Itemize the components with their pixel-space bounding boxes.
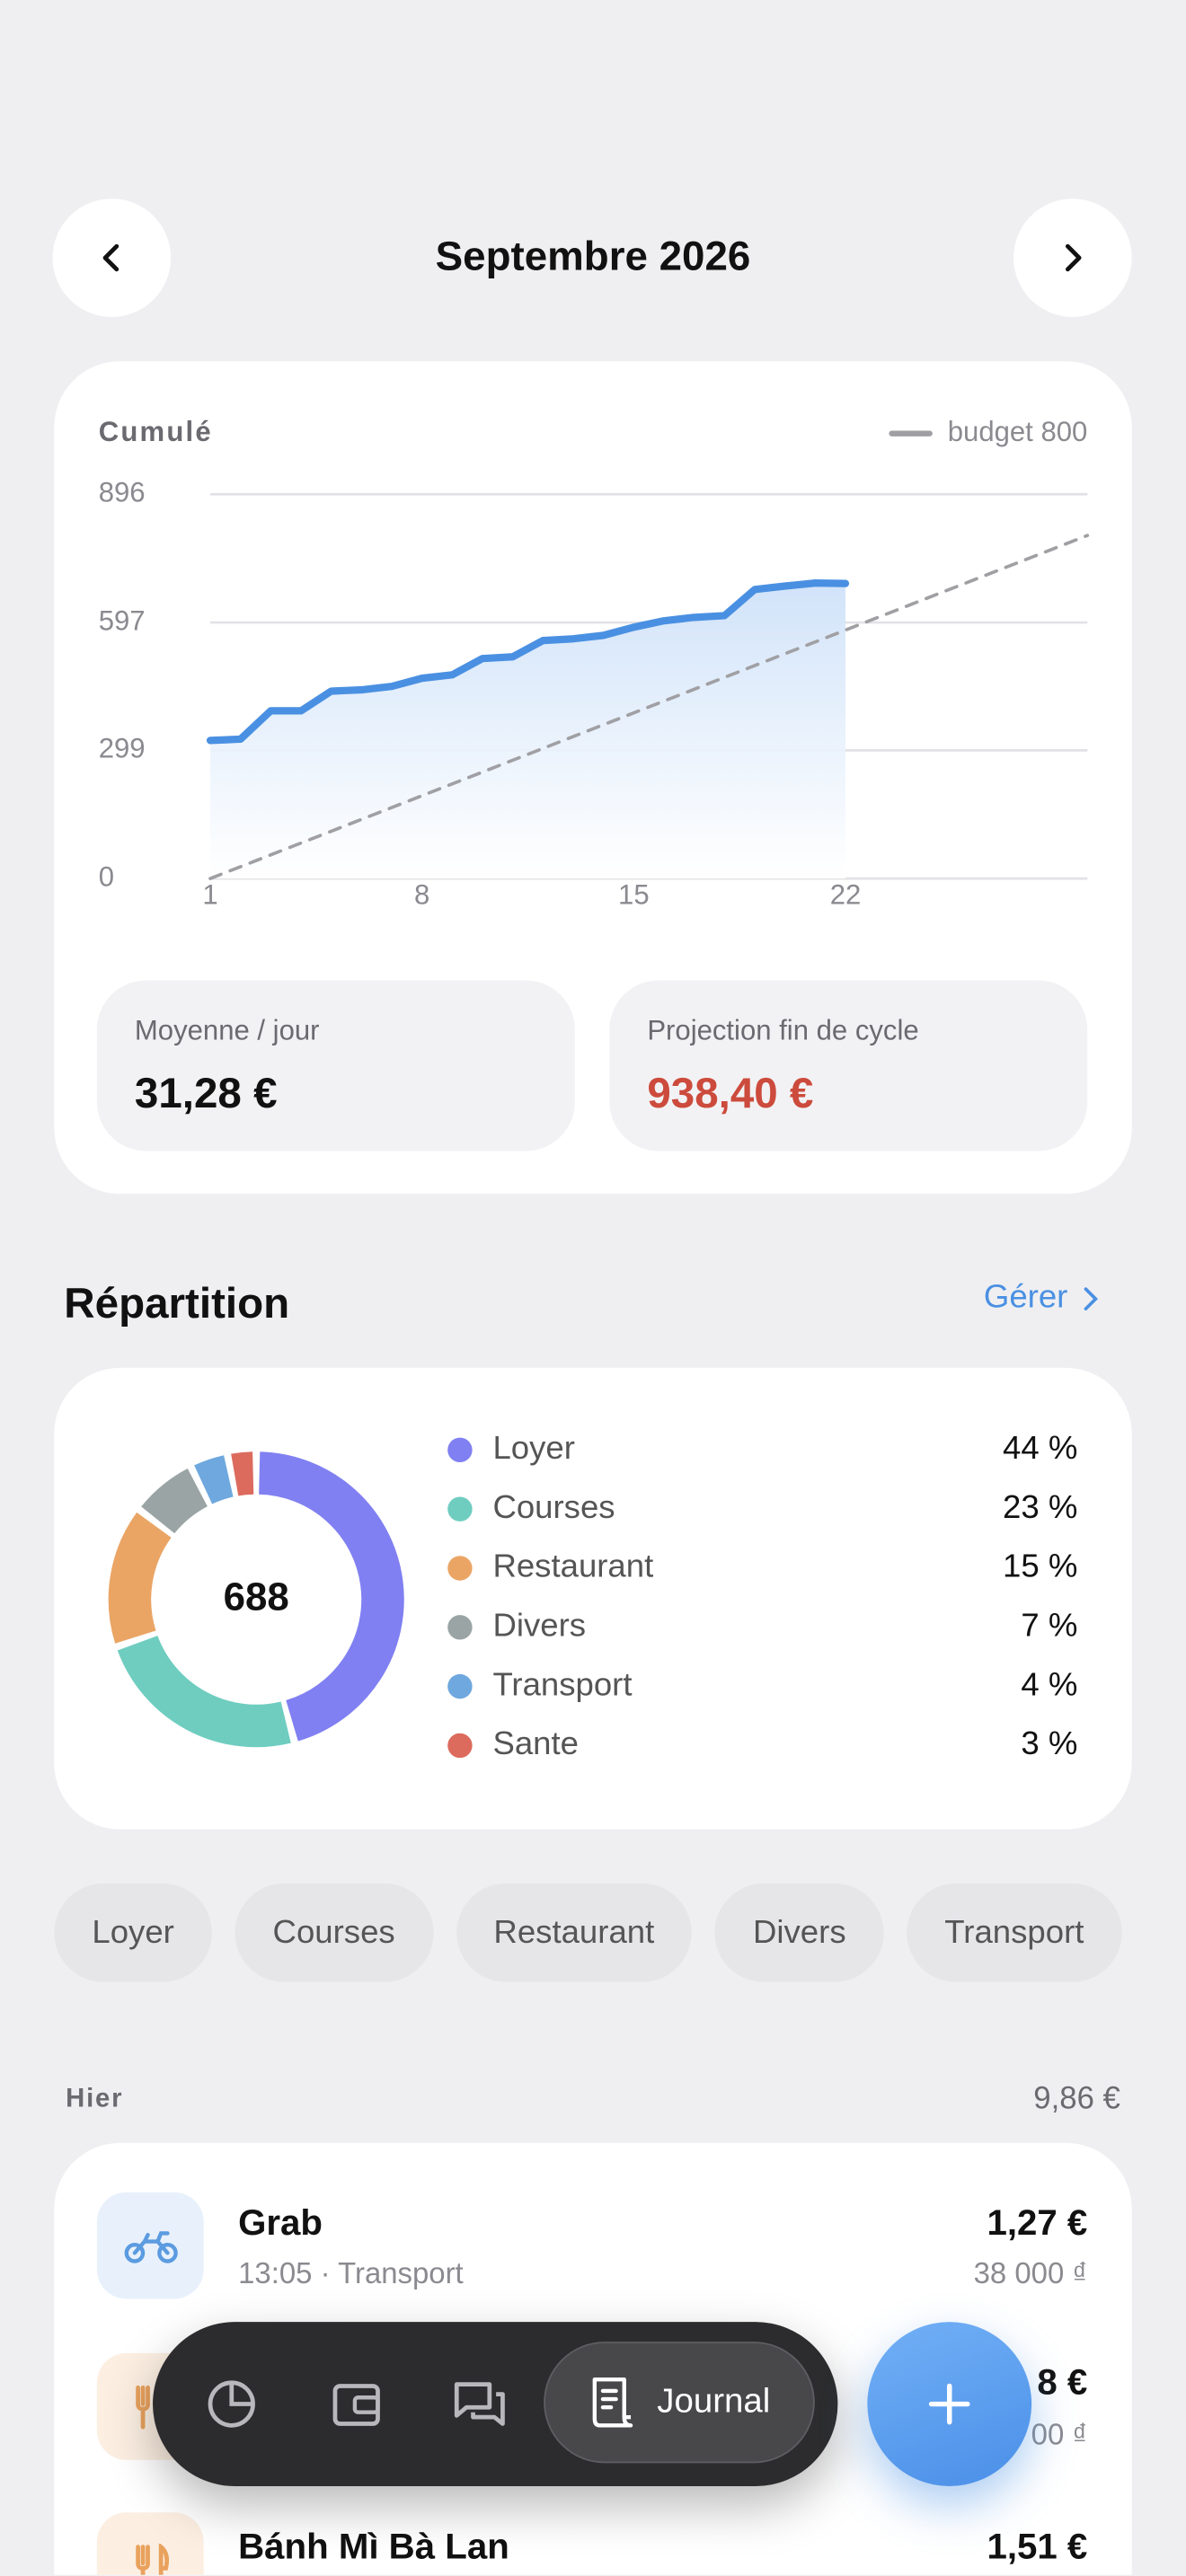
filter-chip[interactable]: Transport <box>907 1883 1122 1982</box>
y-tick-label: 299 <box>99 733 146 764</box>
category-filters: Loyer Courses Restaurant Divers Transport <box>54 1883 1131 1982</box>
chat-icon <box>454 2382 505 2426</box>
legend-swatch <box>447 1496 473 1522</box>
value-label: 3 % <box>1021 1725 1077 1761</box>
transaction-name: Grab <box>238 2201 323 2244</box>
manage-link[interactable]: Gérer <box>984 1279 1101 1317</box>
filter-chip[interactable]: Loyer <box>54 1883 212 1982</box>
chevron-icon <box>1084 1286 1099 1310</box>
y-tick-label: 896 <box>99 477 146 508</box>
transaction-row[interactable]: Bánh Mì Bà Lan 1,51 € <box>54 2465 1131 2575</box>
filter-chip[interactable]: Courses <box>235 1883 433 1982</box>
add-button[interactable] <box>867 2322 1032 2486</box>
donut-segment <box>141 1469 208 1534</box>
x-tick-label: 1 <box>202 878 217 910</box>
nav-stats[interactable] <box>199 2371 264 2437</box>
legend-swatch <box>447 1615 473 1640</box>
transaction-amount: 1,51 € <box>987 2525 1088 2567</box>
transaction-local-amount: 00 ₫ <box>1031 2418 1088 2451</box>
previous-month-button[interactable] <box>52 198 172 317</box>
line-chart: Cumulé 0 299 597 896 1 8 15 22 budget 800 <box>99 416 1090 910</box>
nav-wallet[interactable] <box>323 2371 389 2437</box>
donut-segment <box>258 1451 404 1742</box>
transaction-local-amount: 38 000 ₫ <box>973 2256 1088 2290</box>
donut-center-label: 688 <box>224 1575 289 1619</box>
budget-line <box>208 534 1090 880</box>
donut-segment <box>231 1451 254 1496</box>
x-tick-label: 22 <box>830 878 862 910</box>
fork-knife-icon <box>135 2383 169 2429</box>
chart-title: Cumulé <box>99 416 213 447</box>
section-title: Répartition <box>64 1278 290 1328</box>
average-stat: Moyenne / jour 31,28 € <box>96 980 575 1151</box>
donut-segment <box>194 1455 235 1504</box>
legend-label: Sante <box>492 1725 579 1761</box>
area-fill <box>210 583 845 879</box>
nav-journal-active[interactable]: Journal <box>544 2342 815 2464</box>
filter-chip[interactable]: Restaurant <box>456 1883 693 1982</box>
value-label: 15 % <box>1003 1548 1077 1584</box>
y-tick-label: 0 <box>99 860 114 892</box>
legend-label: Divers <box>492 1606 586 1643</box>
legend-label: budget 800 <box>948 416 1088 447</box>
transaction-row[interactable]: Grab 13:05 · Transport 1,27 € 38 000 ₫ <box>54 2143 1131 2304</box>
next-month-button[interactable] <box>1013 198 1132 317</box>
fork-knife-icon <box>135 2543 169 2575</box>
legend-swatch <box>447 1437 473 1463</box>
bottom-nav: Journal <box>153 2322 838 2486</box>
filter-chip[interactable]: Divers <box>714 1883 884 1982</box>
stat-label: Moyenne / jour <box>134 1014 320 1046</box>
plus-icon <box>928 2383 970 2425</box>
transaction-details: 13:05 · Transport <box>238 2256 464 2290</box>
day-total: 9,86 € <box>1033 2082 1120 2117</box>
stat-label: Projection fin de cycle <box>647 1014 919 1046</box>
value-label: 7 % <box>1021 1606 1077 1643</box>
donut-segment <box>108 1512 173 1644</box>
nav-chat[interactable] <box>447 2371 512 2437</box>
stat-value: 31,28 € <box>134 1068 278 1118</box>
transaction-amount: 8 € <box>1037 2361 1088 2403</box>
transaction-amount: 1,27 € <box>987 2201 1088 2244</box>
day-label: Hier <box>66 2085 124 2113</box>
stat-value: 938,40 € <box>647 1068 814 1118</box>
y-tick-label: 597 <box>99 604 146 636</box>
donut-segment <box>117 1635 291 1748</box>
legend-swatch <box>447 1733 473 1759</box>
projection-stat: Projection fin de cycle 938,40 € <box>609 980 1088 1151</box>
legend-swatch <box>447 1556 473 1581</box>
breakdown-card <box>54 1367 1132 1830</box>
x-tick-label: 8 <box>414 878 429 910</box>
motorbike-icon <box>123 2230 177 2263</box>
legend-swatch <box>447 1673 473 1699</box>
pie-icon <box>208 2380 255 2428</box>
transaction-name: Bánh Mì Bà Lan <box>238 2525 509 2567</box>
x-tick-label: 15 <box>618 878 650 910</box>
manage-label: Gérer <box>983 1279 1068 1316</box>
chevron-right-icon <box>1065 243 1082 272</box>
category-icon <box>96 2192 204 2299</box>
cumulative-line <box>206 579 850 745</box>
value-label: 44 % <box>1003 1429 1077 1466</box>
category-icon <box>96 2512 204 2575</box>
legend-label: Loyer <box>492 1429 574 1466</box>
legend-label: Transport <box>492 1665 632 1702</box>
value-label: 4 % <box>1021 1665 1077 1702</box>
donut-chart: 688 Loyer 44 % Courses 23 % Restaurant 15 % Div… <box>108 1429 1077 1761</box>
chevron-left-icon <box>102 243 119 272</box>
legend-label: Restaurant <box>492 1548 653 1584</box>
value-label: 23 % <box>1003 1488 1077 1525</box>
month-title: Septembre 2026 <box>435 234 751 280</box>
nav-journal-label: Journal <box>657 2382 771 2421</box>
legend-label: Courses <box>492 1488 615 1525</box>
wallet-icon <box>332 2384 380 2426</box>
receipt-icon <box>592 2377 633 2428</box>
